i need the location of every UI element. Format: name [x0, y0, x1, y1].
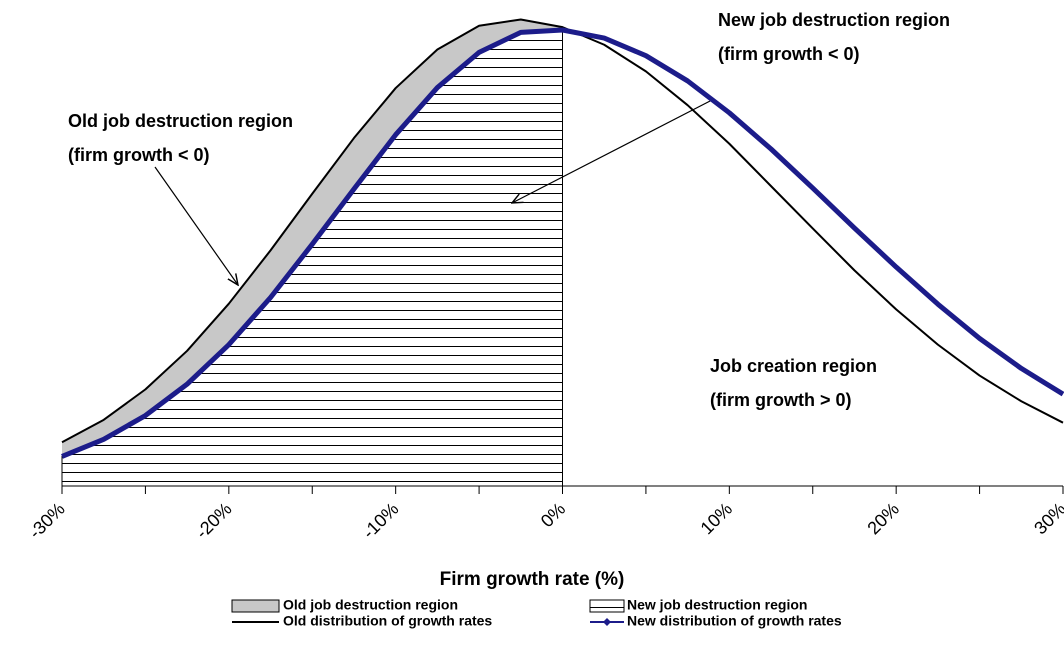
legend-label: Old distribution of growth rates — [283, 613, 492, 629]
annotation: Job creation region — [710, 356, 877, 376]
legend-label: Old job destruction region — [283, 597, 458, 613]
x-axis-label: Firm growth rate (%) — [440, 569, 625, 590]
x-tick-label: 20% — [863, 499, 903, 539]
x-tick-label: 0% — [537, 499, 570, 532]
x-tick-label: -10% — [359, 499, 403, 543]
annotation: Old job destruction region — [68, 111, 293, 131]
x-tick-label: 10% — [697, 499, 737, 539]
series-line — [61, 27, 1064, 459]
legend-label: New distribution of growth rates — [627, 613, 842, 629]
legend-swatch — [589, 599, 625, 613]
x-tick-label: -30% — [25, 499, 69, 543]
region — [62, 19, 563, 457]
arrow — [154, 166, 238, 285]
plot-area — [61, 19, 1063, 487]
legend-swatch — [231, 599, 280, 613]
arrow — [512, 99, 713, 203]
annotation: (firm growth < 0) — [68, 145, 210, 165]
annotation: (firm growth < 0) — [718, 44, 860, 64]
x-tick-label: 30% — [1030, 499, 1064, 539]
x-tick-label: -20% — [192, 499, 236, 543]
legend-marker — [603, 618, 611, 626]
legend-label: New job destruction region — [627, 597, 807, 613]
annotation: New job destruction region — [718, 10, 950, 30]
series-line — [61, 18, 1064, 444]
annotation: (firm growth > 0) — [710, 390, 852, 410]
